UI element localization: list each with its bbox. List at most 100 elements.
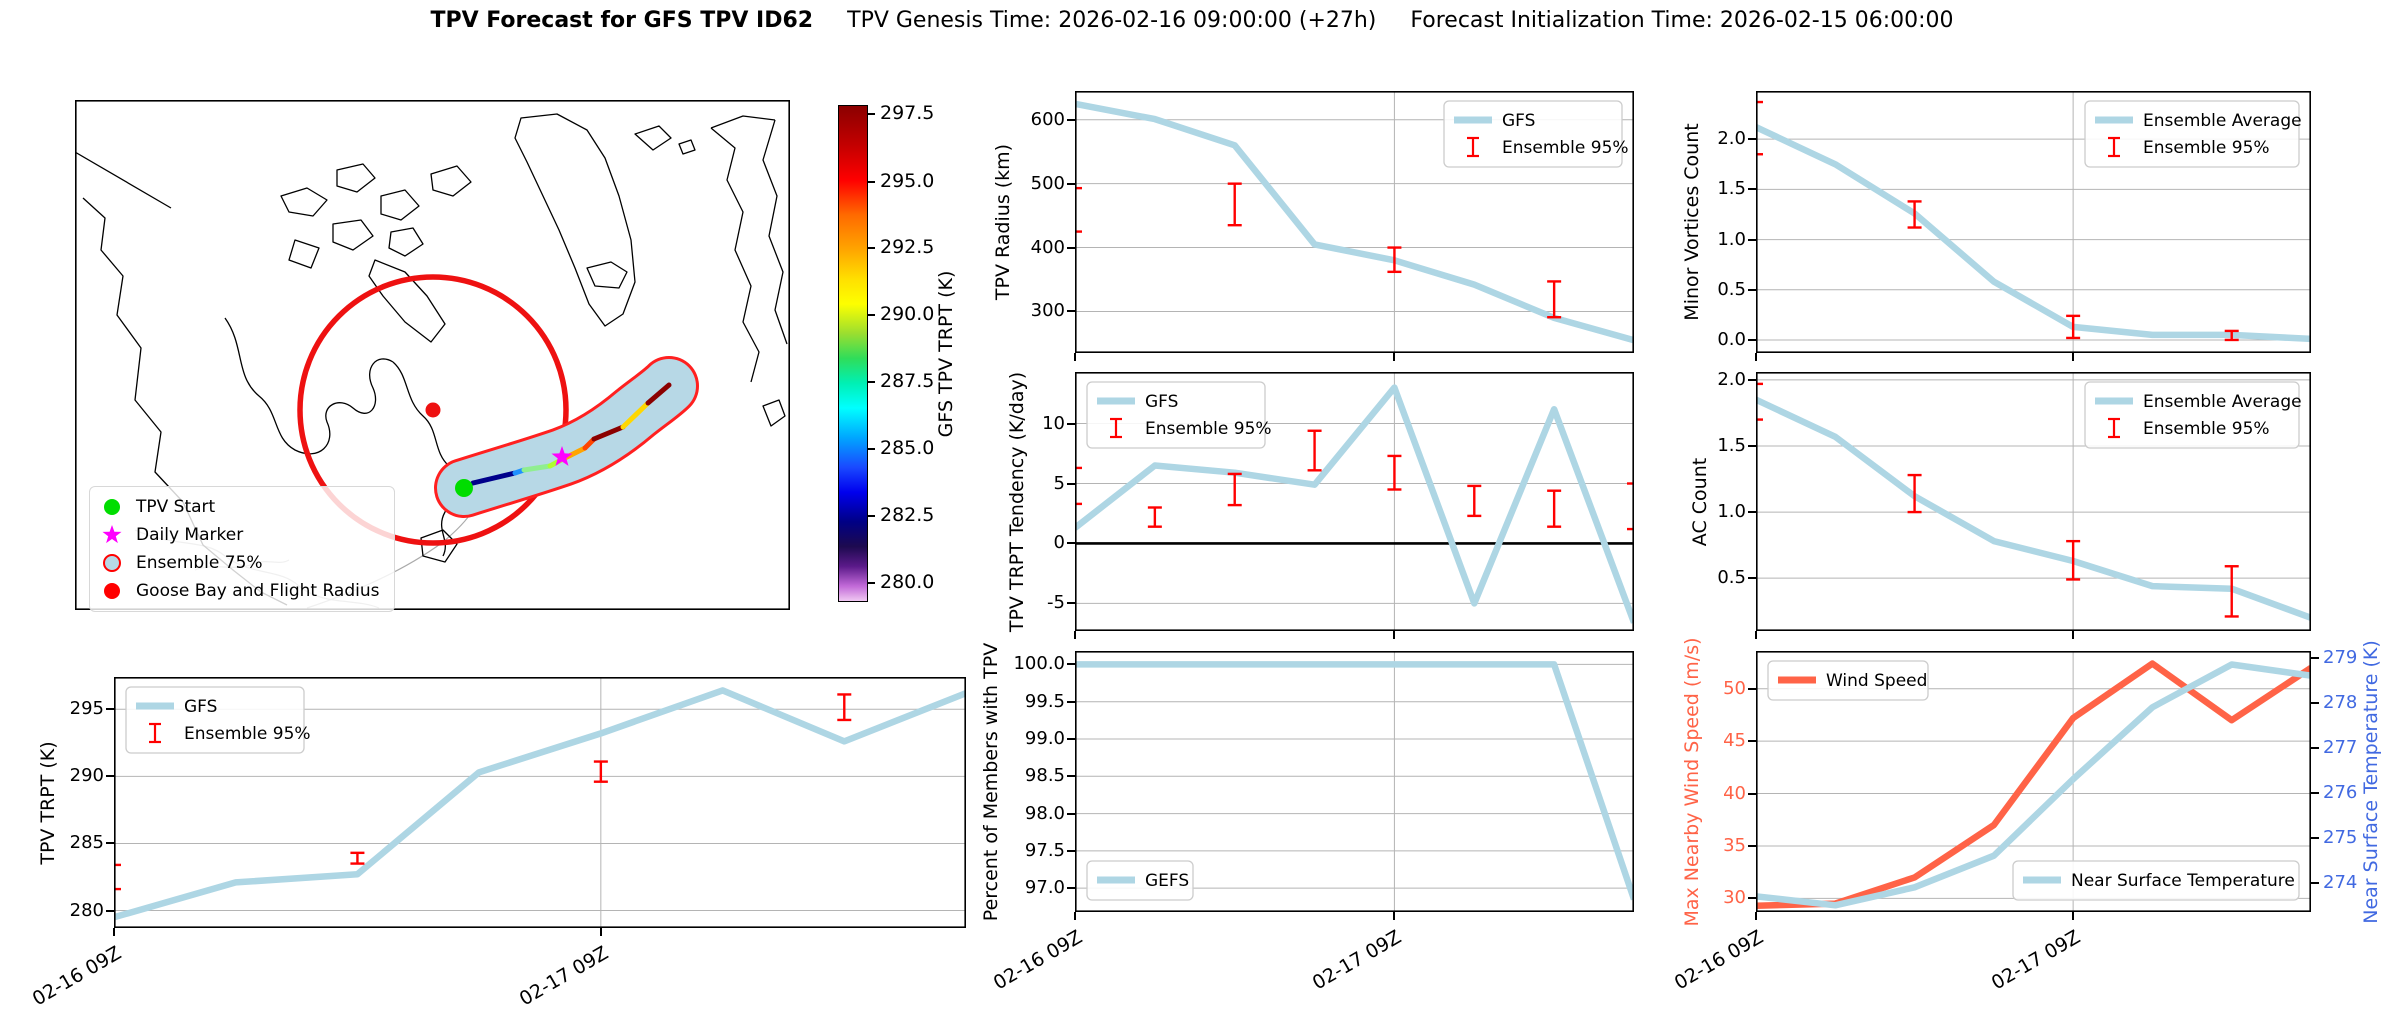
legend-box (2012, 860, 2300, 901)
wind-plot-area: Wind Speed Near Surface Temperature (1756, 651, 2311, 912)
ac-series-line (1756, 396, 2311, 621)
x-tick-mark (1074, 353, 1076, 361)
coastline (388, 227, 424, 257)
legend-label: Ensemble 95% (2143, 419, 2270, 439)
legend-label: Near Surface Temperature (2071, 871, 2295, 891)
legend-label: Ensemble 95% (1502, 138, 1629, 158)
trpt-series-line (114, 687, 966, 921)
y-tick-mark (1748, 577, 1756, 580)
y-tick-label: 0.0 (1717, 328, 1746, 350)
map-legend-label: TPV Start (136, 497, 216, 517)
tendency-series-line (1075, 384, 1634, 624)
y-axis-label: TPV TRPT (K) (37, 740, 59, 865)
tpv-track-segment (591, 424, 626, 442)
y-tick-mark (1067, 422, 1075, 425)
wind-series-line (1756, 661, 2311, 909)
x-tick-mark (2072, 912, 2075, 920)
x-tick-mark (1755, 912, 1757, 920)
legend-box (1767, 660, 1929, 701)
y-tick-label: 99.0 (1024, 727, 1065, 749)
right-tick-mark (2311, 791, 2319, 794)
axes-border (1756, 91, 2311, 353)
colorbar-tick-label: 280.0 (880, 570, 935, 593)
x-tick-label: 02-16 09Z (28, 942, 125, 1011)
figure-root: { "title": { "main": "TPV Forecast for G… (28, 8, 2382, 1011)
y-tick-mark (1748, 792, 1756, 795)
coastline (368, 259, 446, 343)
y-tick-mark (1748, 844, 1756, 847)
coastline (762, 399, 786, 427)
y-axis-label: TPV Radius (km) (992, 143, 1014, 301)
y-tick-mark (1748, 687, 1756, 690)
y-tick-label: 2.0 (1717, 368, 1746, 390)
y-tick-mark (1067, 602, 1075, 605)
map-legend-item: TPV Start (100, 495, 380, 519)
colorbar-tick-label: 295.0 (880, 169, 935, 192)
right-tick-mark (2311, 881, 2319, 884)
y-tick-label: 97.0 (1024, 877, 1065, 899)
map-canvas (75, 100, 790, 610)
wind-chart-panel: Wind Speed Near Surface Temperature 30 35 40… (1671, 637, 2382, 994)
x-tick-label: 02-17 09Z (515, 942, 612, 1011)
colorbar-tick-mark (868, 180, 875, 183)
tendency-chart-panel: GFS Ensemble 95% -5 0 5 10 TPV TRPT Tendency (… (1006, 371, 1634, 639)
y-tick-label: 1.0 (1717, 501, 1746, 523)
y-tick-label: 98.0 (1024, 802, 1065, 824)
colorbar-tick-mark (868, 514, 875, 517)
y-tick-label: 1.5 (1717, 435, 1746, 456)
y-tick-mark (1748, 740, 1756, 743)
coastline (678, 139, 696, 155)
minor-plot-area: Ensemble Average Ensemble 95% (1756, 91, 2311, 353)
colorbar-panel: 297.5 295.0 292.5 290.0 287.5 285.0 282.5 280.0… (838, 102, 957, 602)
y-tick-mark (1748, 188, 1756, 191)
percent-plot-area: GEFS (1075, 651, 1634, 912)
y-tick-label: 1.5 (1717, 178, 1746, 200)
x-tick-mark (1755, 353, 1757, 361)
x-tick-mark (1393, 631, 1396, 639)
legend-box (1086, 860, 1194, 901)
coastline (420, 529, 458, 563)
x-tick-mark (599, 928, 602, 936)
y-tick-mark (1067, 700, 1075, 703)
right-tick-mark (2311, 746, 2319, 749)
tendency-plot-area: GFS Ensemble 95% (1075, 372, 1634, 631)
x-tick-mark (1074, 631, 1076, 639)
coastline (586, 261, 628, 289)
y-tick-mark (1067, 775, 1075, 778)
colorbar-tick-label: 292.5 (880, 236, 935, 259)
y-tick-mark (1067, 182, 1075, 185)
y-tick-mark (1748, 445, 1756, 447)
title-genesis-time: TPV Genesis Time: 2026-02-16 09:00:00 (+… (847, 8, 1377, 33)
y-axis-label: AC Count (1689, 457, 1711, 546)
legend-label: GEFS (1145, 871, 1189, 891)
legend-box (2084, 381, 2300, 449)
legend-label: Ensemble 95% (2143, 138, 2270, 158)
legend-label: Ensemble Average (2143, 111, 2302, 131)
colorbar-tick-label: 287.5 (880, 369, 935, 392)
x-tick-label: 02-17 09Z (1987, 926, 2085, 995)
right-tick-mark (2311, 836, 2319, 839)
colorbar-tick-mark (868, 247, 875, 250)
y-tick-label: 40 (1723, 782, 1746, 804)
y-tick-mark (1067, 246, 1075, 249)
y-tick-mark (106, 842, 114, 845)
y-tick-label: 500 (1030, 172, 1065, 194)
legend-label: GFS (1145, 392, 1178, 412)
y-tick-label: 600 (1030, 108, 1065, 130)
y-tick-label: 300 (1030, 300, 1065, 322)
y-tick-label: 0.5 (1717, 278, 1746, 300)
right-tick-label: 279 (2323, 646, 2358, 668)
y-tick-mark (1748, 288, 1756, 291)
percent-series-line (1075, 661, 1634, 901)
coastline (634, 125, 672, 151)
y-tick-mark (1067, 482, 1075, 485)
y-tick-label: 30 (1723, 887, 1746, 909)
x-tick-mark (2072, 353, 2075, 361)
y-axis-label: TPV TRPT Tendency (K/day) (1006, 371, 1028, 632)
colorbar-tick-mark (868, 113, 875, 116)
y-tick-mark (1748, 238, 1756, 241)
coastline (280, 187, 328, 217)
legend-label: Ensemble 95% (184, 724, 311, 744)
x-tick-mark (1074, 912, 1076, 920)
y-tick-label: 10 (1042, 412, 1065, 434)
